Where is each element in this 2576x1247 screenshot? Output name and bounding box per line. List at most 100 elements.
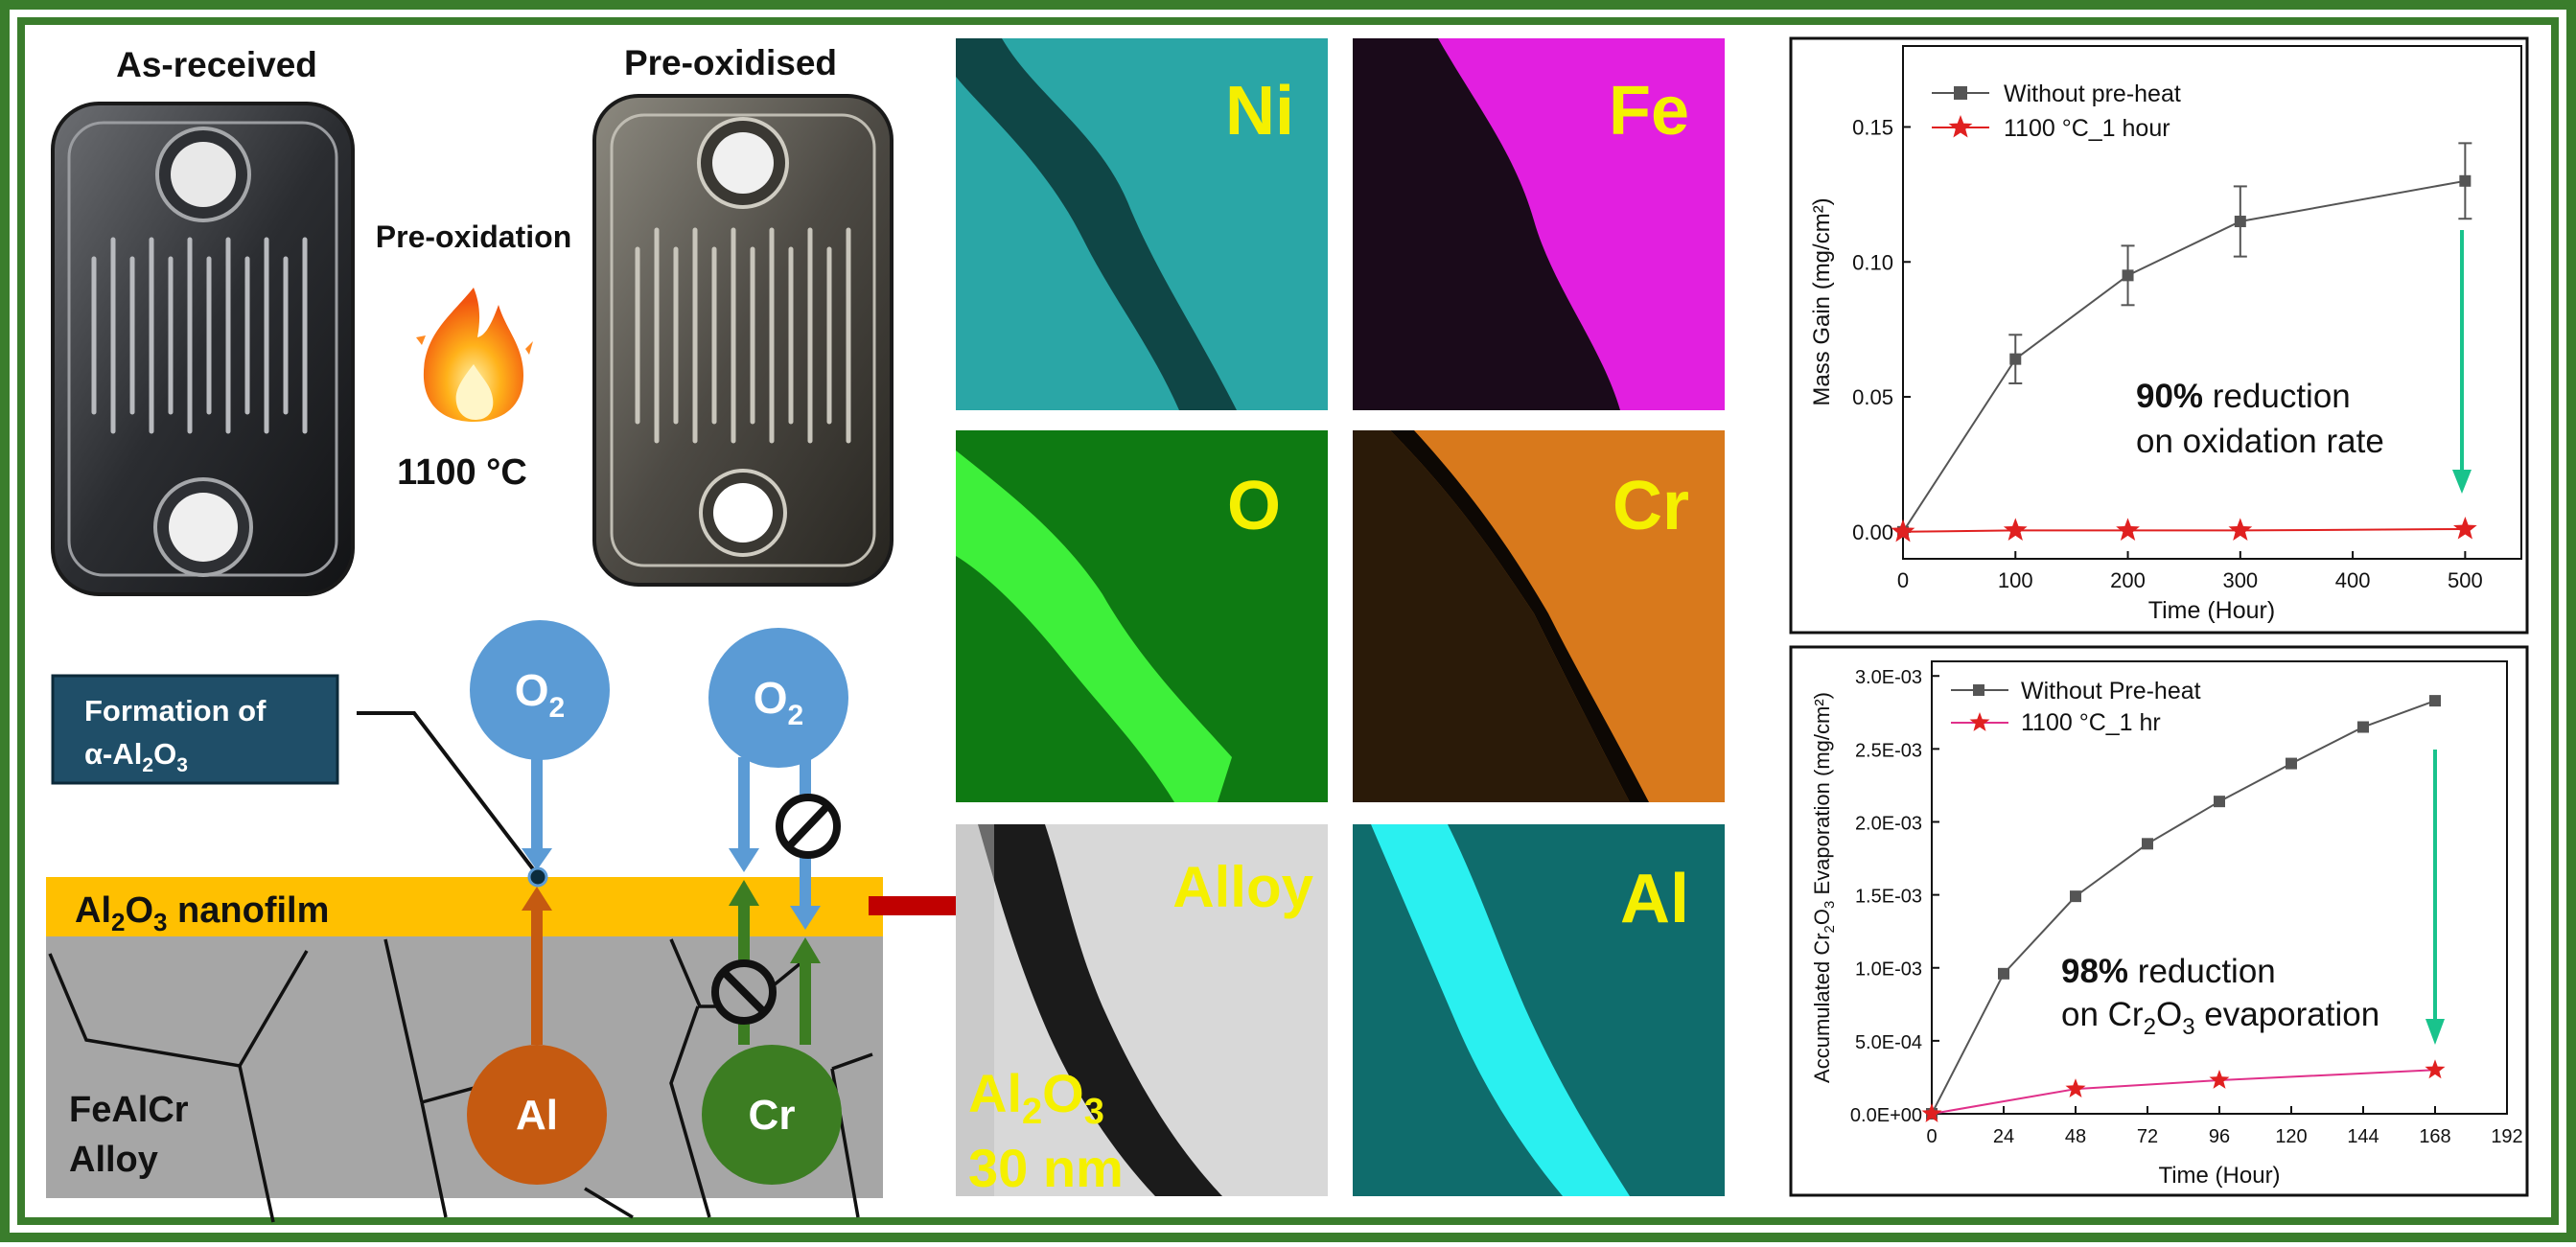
- cr-circle-label: Cr: [749, 1092, 796, 1139]
- chart2-y-axis-label: Accumulated Cr2O3 Evaporation (mg/cm²): [1810, 692, 1838, 1083]
- eds-map-alloy-tem: [956, 824, 1328, 1196]
- chart2-x-tick-label: 48: [2065, 1126, 2086, 1147]
- chart2-panel: [1789, 645, 2529, 1197]
- chart2-y-ticks: 0.0E+00 5.0E-04 1.0E-03 1.5E-03 2.0E-03 2.5E-…: [1850, 667, 1939, 1126]
- chart2-y-tick-label: 2.0E-03: [1855, 813, 1922, 834]
- pre-oxidation-label: Pre-oxidation: [376, 219, 571, 254]
- cr-circle: [702, 1045, 842, 1185]
- chart1-x-tick-label: 200: [2110, 568, 2146, 592]
- chart2-point-square: [2357, 721, 2369, 733]
- formation-label: Formation of: [84, 694, 267, 727]
- chart1-reduction-arrowhead: [2452, 470, 2472, 494]
- chart1-x-tick-label: 400: [2335, 568, 2371, 592]
- chart1-point-star: [2003, 518, 2028, 541]
- o2-label-right: O2: [754, 673, 803, 731]
- blocked-icon-top: [776, 794, 841, 859]
- pre-oxidised-label: Pre-oxidised: [624, 43, 837, 82]
- inner-frame: [17, 17, 2559, 1225]
- tem-thickness-label: Al2O3: [968, 1063, 1104, 1132]
- eds-map-fe: [1353, 38, 1725, 410]
- chart2-y-tick-label: 1.5E-03: [1855, 887, 1922, 908]
- o2-circle-right: [708, 628, 848, 768]
- chart2-point-square: [2142, 838, 2153, 850]
- blocked-icon-bottom: [711, 959, 777, 1025]
- chart1-y-tick-label: 0.00: [1852, 520, 1893, 544]
- chart2-annotation-line1: 98% reduction: [2061, 953, 2276, 990]
- chart1-x-tick-label: 500: [2448, 568, 2483, 592]
- chart2-x-tick-label: 144: [2347, 1126, 2379, 1147]
- nanofilm-label: Al2O3 nanofilm: [75, 890, 329, 936]
- chart1-annotation-line1: 90% reduction: [2136, 378, 2351, 415]
- eds-map-o: [956, 430, 1328, 802]
- chart1-point-star: [2228, 518, 2253, 541]
- chart2-x-tick-label: 168: [2419, 1126, 2450, 1147]
- chart2-y-tick-label: 0.0E+00: [1850, 1105, 1922, 1126]
- chart1-series: [1891, 142, 2477, 543]
- chart1-legend: Without pre-heat 1100 °C_1 hour: [1932, 81, 2181, 142]
- cr-arrowhead-a: [729, 880, 759, 906]
- reaction-point: [527, 866, 548, 888]
- chart2-point-square: [2429, 695, 2441, 707]
- chart2-point-star: [1921, 1103, 1942, 1122]
- eds-label-alloy: Alloy: [1172, 855, 1313, 919]
- chart2-y-tick-label: 1.0E-03: [1855, 959, 1922, 981]
- chart1-panel: [1789, 36, 2529, 635]
- eds-label-cr: Cr: [1613, 468, 1689, 544]
- al-circle: [467, 1045, 607, 1185]
- chart1-x-tick-label: 300: [2222, 568, 2258, 592]
- al-circle-label: Al: [516, 1092, 558, 1139]
- chart1-y-tick-label: 0.15: [1852, 115, 1893, 139]
- o2-arrowhead-left: [522, 848, 552, 870]
- as-received-label: As-received: [116, 45, 317, 84]
- chart1-legend-label-1: 1100 °C_1 hour: [2004, 115, 2170, 142]
- chart2-point-square: [2214, 796, 2225, 808]
- eds-label-o: O: [1227, 468, 1281, 544]
- chart2-x-tick-label: 96: [2209, 1126, 2230, 1147]
- eds-map-al: [1353, 824, 1725, 1196]
- o2-circle-left: [470, 620, 610, 760]
- chart2-legend-label-1: 1100 °C_1 hr: [2021, 709, 2161, 736]
- chart1-point-star: [1891, 519, 1915, 543]
- tem-thickness-value: 30 nm: [968, 1138, 1124, 1198]
- chart2-x-tick-label: 24: [1993, 1126, 2014, 1147]
- chart2-legend: Without Pre-heat 1100 °C_1 hr: [1951, 678, 2201, 736]
- eds-label-ni: Ni: [1225, 73, 1294, 150]
- formation-pointer-line: [357, 711, 539, 876]
- eds-label-fe: Fe: [1609, 73, 1689, 150]
- chart2-legend-label-0: Without Pre-heat: [2021, 678, 2201, 704]
- as-received-plate-photo: [51, 102, 355, 596]
- chart2-point-star: [2065, 1078, 2086, 1097]
- chart2-reduction-arrowhead: [2425, 1019, 2445, 1045]
- chart1-point-square: [2009, 353, 2022, 365]
- chart2-x-tick-label: 192: [2491, 1126, 2522, 1147]
- chart2-x-tick-label: 72: [2137, 1126, 2158, 1147]
- alloy-label: FeAlCr Alloy: [69, 1090, 189, 1180]
- chart2-series-line-1: [1931, 1069, 2436, 1115]
- o2-label-left: O2: [515, 665, 565, 724]
- chart1-annotation-line2: on oxidation rate: [2136, 423, 2384, 460]
- eds-map-ni: [956, 38, 1328, 410]
- chart1-point-square: [2234, 216, 2246, 228]
- chart2-y-tick-label: 5.0E-04: [1855, 1032, 1922, 1053]
- pre-oxidised-plate-photo: [592, 94, 893, 587]
- chart2-point-square: [2070, 890, 2081, 903]
- temperature-label: 1100 °C: [397, 452, 527, 493]
- chart2-point-square: [1998, 967, 2009, 980]
- chart1-point-star: [2453, 517, 2477, 540]
- chart1-x-tick-label: 100: [1998, 568, 2033, 592]
- chart1-plot-area: [1902, 45, 2522, 560]
- chart1-x-tick-label: 0: [1897, 568, 1909, 592]
- chart1-y-axis-label: Mass Gain (mg/cm²): [1809, 197, 1835, 405]
- chart1-y-tick-label: 0.10: [1852, 250, 1893, 274]
- cr-arrowhead-b: [790, 937, 821, 963]
- chart1-x-axis-label: Time (Hour): [2148, 597, 2275, 624]
- chart2-point-star: [2209, 1070, 2230, 1089]
- chart2-series-line-0: [1931, 700, 2436, 1115]
- o2-arrowhead-right-b: [790, 906, 821, 930]
- red-arrow-shaft: [869, 896, 984, 915]
- chart2-x-tick-label: 120: [2275, 1126, 2307, 1147]
- chart1-y-tick-label: 0.05: [1852, 385, 1893, 409]
- eds-map-cr: [1353, 430, 1725, 802]
- chart1-legend-label-0: Without pre-heat: [2004, 81, 2181, 107]
